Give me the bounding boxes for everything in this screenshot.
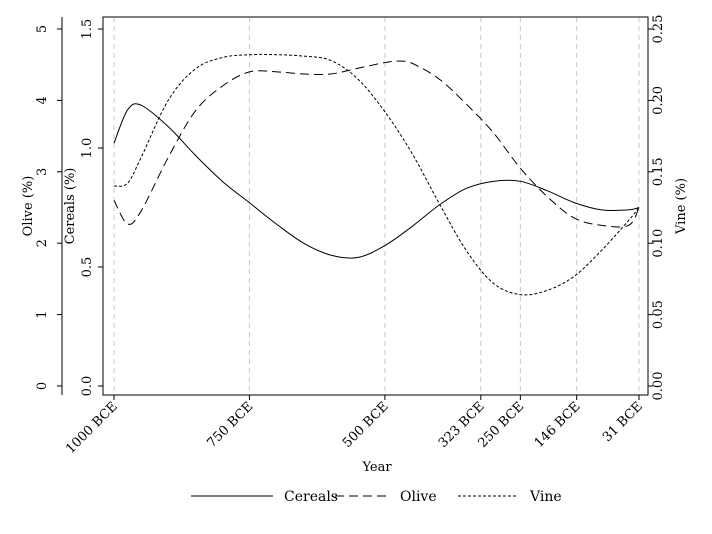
olive-axis-tick-label: 4 bbox=[35, 96, 50, 104]
legend-label-cereals: Cereals bbox=[284, 489, 338, 505]
cereals-axis-tick-label: 0.5 bbox=[80, 257, 95, 278]
vine-axis: 0.00 0.05 0.10 0.15 0.20 0.25 bbox=[647, 15, 666, 401]
x-axis-title: Year bbox=[361, 460, 392, 475]
cereals-axis: 0.0 0.5 1.0 1.5 bbox=[80, 17, 104, 397]
cereals-axis-tick-label: 1.0 bbox=[80, 138, 95, 159]
vine-axis-title: Vine (%) bbox=[674, 178, 689, 235]
vine-axis-tick-label: 0.15 bbox=[651, 157, 666, 186]
legend: Cereals Olive Vine bbox=[191, 489, 562, 505]
vine-axis-tick-label: 0.20 bbox=[651, 86, 666, 115]
series-line-cereals bbox=[113, 103, 640, 259]
olive-axis-tick-label: 0 bbox=[35, 382, 50, 390]
olive-axis-tick-label: 5 bbox=[35, 25, 50, 33]
cereals-axis-title: Cereals (%) bbox=[63, 168, 78, 245]
vine-axis-tick-label: 0.00 bbox=[651, 372, 666, 401]
series-lines bbox=[113, 53, 640, 296]
legend-label-olive: Olive bbox=[400, 489, 437, 505]
olive-axis-title: Olive (%) bbox=[21, 176, 36, 237]
series-line-olive bbox=[113, 60, 640, 228]
olive-axis-tick-label: 1 bbox=[35, 310, 50, 318]
vine-axis-tick-label: 0.05 bbox=[651, 300, 666, 329]
olive-axis-tick-label: 3 bbox=[35, 168, 50, 176]
series-line-vine bbox=[113, 53, 640, 296]
vertical-gridlines bbox=[113, 17, 640, 395]
olive-axis-tick-label: 2 bbox=[35, 239, 50, 247]
legend-label-vine: Vine bbox=[529, 489, 562, 505]
vine-axis-tick-label: 0.25 bbox=[651, 15, 666, 44]
cereals-axis-tick-label: 1.5 bbox=[80, 19, 95, 40]
vine-axis-tick-label: 0.10 bbox=[651, 229, 666, 258]
olive-axis: 0 1 2 3 4 5 bbox=[35, 17, 63, 395]
cereals-axis-tick-label: 0.0 bbox=[80, 376, 95, 397]
